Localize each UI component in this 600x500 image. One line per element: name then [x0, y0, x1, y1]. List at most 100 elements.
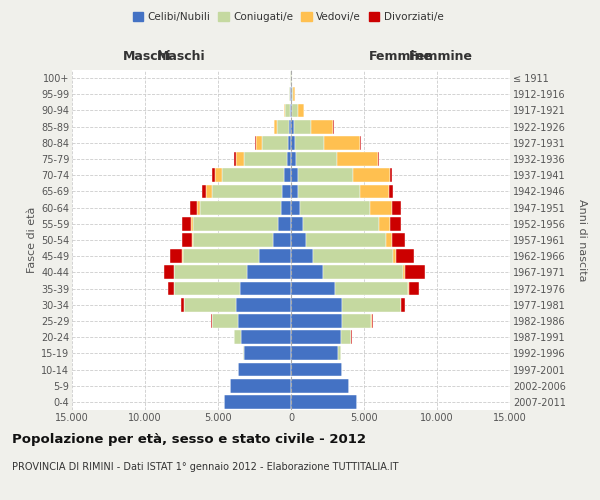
Bar [215, 168, 223, 182]
Bar [389, 184, 393, 198]
Bar [230, 379, 291, 392]
Bar [285, 104, 290, 118]
Bar [182, 217, 191, 230]
Bar [223, 168, 284, 182]
Bar [342, 314, 371, 328]
Bar [191, 217, 193, 230]
Bar [291, 233, 305, 247]
Bar [302, 217, 379, 230]
Bar [240, 282, 291, 296]
Bar [291, 200, 300, 214]
Bar [378, 152, 379, 166]
Text: Femmine: Femmine [409, 50, 473, 62]
Bar [396, 250, 413, 263]
Bar [392, 233, 405, 247]
Bar [389, 168, 392, 182]
Bar [292, 88, 293, 101]
Bar [371, 314, 373, 328]
Bar [298, 104, 304, 118]
Bar [181, 298, 184, 312]
Bar [170, 250, 182, 263]
Bar [405, 266, 425, 280]
Bar [247, 266, 291, 280]
Bar [282, 184, 291, 198]
Bar [291, 217, 302, 230]
Bar [255, 136, 256, 149]
Bar [244, 346, 291, 360]
Bar [291, 395, 356, 409]
Bar [192, 233, 193, 247]
Bar [174, 282, 240, 296]
Bar [197, 200, 200, 214]
Bar [291, 88, 292, 101]
Bar [291, 104, 292, 118]
Bar [290, 88, 291, 101]
Bar [337, 152, 378, 166]
Bar [284, 168, 291, 182]
Text: Maschi: Maschi [157, 50, 206, 63]
Legend: Celibi/Nubili, Coniugati/e, Vedovi/e, Divorziati/e: Celibi/Nubili, Coniugati/e, Vedovi/e, Di… [128, 8, 448, 26]
Bar [392, 200, 401, 214]
Bar [353, 168, 389, 182]
Bar [200, 200, 281, 214]
Bar [305, 233, 386, 247]
Bar [291, 330, 341, 344]
Bar [184, 298, 236, 312]
Bar [278, 217, 291, 230]
Bar [403, 266, 405, 280]
Bar [291, 346, 338, 360]
Bar [241, 330, 291, 344]
Bar [287, 152, 291, 166]
Bar [274, 233, 291, 247]
Bar [238, 362, 291, 376]
Bar [324, 136, 361, 149]
Bar [212, 314, 238, 328]
Bar [236, 152, 244, 166]
Bar [183, 250, 259, 263]
Bar [291, 168, 298, 182]
Bar [291, 266, 323, 280]
Bar [291, 152, 296, 166]
Bar [409, 282, 419, 296]
Bar [190, 200, 197, 214]
Bar [182, 250, 183, 263]
Bar [244, 152, 287, 166]
Text: PROVINCIA DI RIMINI - Dati ISTAT 1° gennaio 2012 - Elaborazione TUTTITALIA.IT: PROVINCIA DI RIMINI - Dati ISTAT 1° genn… [12, 462, 398, 472]
Bar [291, 136, 295, 149]
Bar [212, 184, 282, 198]
Bar [281, 200, 291, 214]
Bar [284, 104, 285, 118]
Bar [277, 120, 289, 134]
Bar [291, 282, 335, 296]
Bar [193, 233, 274, 247]
Bar [298, 168, 353, 182]
Bar [211, 314, 212, 328]
Bar [401, 298, 406, 312]
Bar [290, 104, 291, 118]
Bar [291, 314, 342, 328]
Bar [341, 330, 351, 344]
Text: Popolazione per età, sesso e stato civile - 2012: Popolazione per età, sesso e stato civil… [12, 432, 366, 446]
Bar [293, 88, 295, 101]
Y-axis label: Anni di nascita: Anni di nascita [577, 198, 587, 281]
Bar [291, 362, 342, 376]
Bar [243, 346, 244, 360]
Bar [291, 120, 294, 134]
Bar [313, 250, 393, 263]
Bar [295, 136, 324, 149]
Bar [259, 250, 291, 263]
Bar [234, 152, 236, 166]
Bar [291, 298, 342, 312]
Bar [390, 217, 401, 230]
Bar [291, 184, 298, 198]
Bar [386, 233, 392, 247]
Bar [238, 314, 291, 328]
Bar [379, 217, 390, 230]
Bar [300, 200, 370, 214]
Bar [294, 120, 311, 134]
Bar [298, 184, 359, 198]
Bar [256, 136, 262, 149]
Bar [289, 120, 291, 134]
Bar [292, 104, 298, 118]
Bar [359, 184, 389, 198]
